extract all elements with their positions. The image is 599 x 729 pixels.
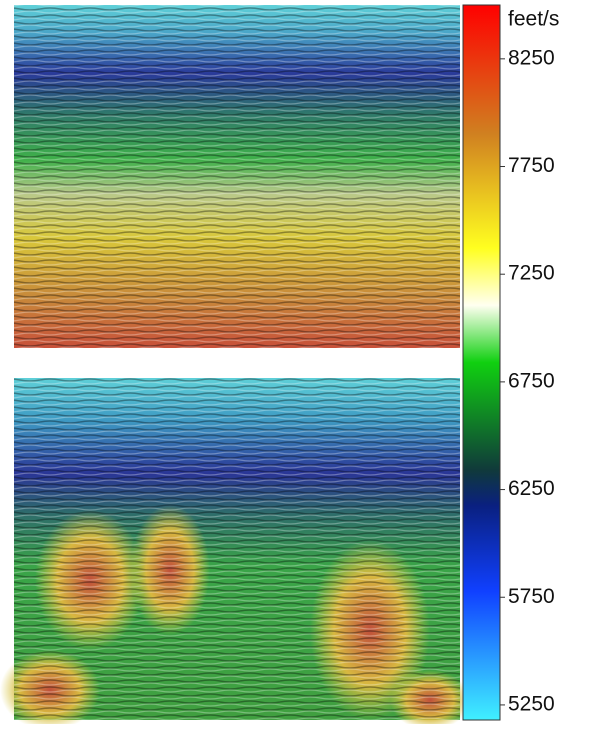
tick-label: 6750 bbox=[508, 369, 555, 392]
tick-label: 5750 bbox=[508, 585, 555, 608]
colorbar-label: feet/s bbox=[508, 8, 559, 31]
tick-label: 6250 bbox=[508, 477, 555, 500]
bottom-section bbox=[0, 378, 470, 729]
colorbar bbox=[462, 4, 501, 721]
tick-label: 7250 bbox=[508, 262, 555, 285]
tick-label: 5250 bbox=[508, 692, 555, 715]
tick-label: 7750 bbox=[508, 154, 555, 177]
top-section bbox=[14, 5, 460, 348]
tick-label: 8250 bbox=[508, 46, 555, 69]
